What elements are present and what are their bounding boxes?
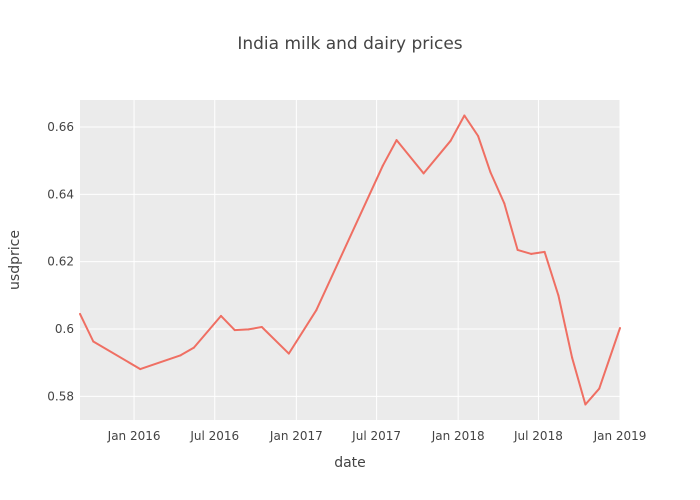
data-point <box>489 171 492 174</box>
data-point <box>381 164 384 167</box>
data-point <box>543 250 546 253</box>
x-axis-ticks: Jan 2016 Jul 2016 Jan 2017 Jul 2017 Jan 2018… <box>107 429 647 443</box>
data-point <box>315 309 318 312</box>
data-point <box>247 328 250 331</box>
data-point <box>449 139 452 142</box>
data-point <box>584 403 587 406</box>
data-point <box>557 294 560 297</box>
x-tick-label: Jan 2017 <box>269 429 323 443</box>
y-tick-label: 0.66 <box>47 120 74 134</box>
data-point <box>463 114 466 117</box>
data-point <box>530 252 533 255</box>
data-point <box>516 248 519 251</box>
data-point <box>92 340 95 343</box>
y-tick-label: 0.62 <box>47 255 74 269</box>
x-tick-label: Jan 2018 <box>431 429 485 443</box>
data-point <box>287 352 290 355</box>
x-tick-label: Jul 2016 <box>189 429 239 443</box>
data-point <box>477 135 480 138</box>
data-point <box>598 387 601 390</box>
grid-lines <box>80 100 621 420</box>
data-point <box>233 329 236 332</box>
chart-title: India milk and dairy prices <box>237 34 463 54</box>
data-point <box>503 202 506 205</box>
data-point <box>192 346 195 349</box>
data-point <box>139 368 142 371</box>
y-tick-label: 0.58 <box>47 389 74 403</box>
data-point <box>571 356 574 359</box>
y-axis-ticks: 0.58 0.6 0.62 0.64 0.66 <box>47 120 74 403</box>
x-tick-label: Jan 2016 <box>107 429 161 443</box>
data-point <box>219 314 222 317</box>
plot-background <box>80 100 620 420</box>
data-point <box>179 354 182 357</box>
y-tick-label: 0.6 <box>55 322 74 336</box>
data-point <box>79 312 81 315</box>
data-point <box>619 327 621 330</box>
data-point <box>422 172 425 175</box>
x-axis-title: date <box>334 455 366 471</box>
x-tick-label: Jul 2017 <box>351 429 401 443</box>
y-tick-label: 0.64 <box>47 187 74 201</box>
y-axis-title: usdprice <box>7 230 23 290</box>
x-tick-label: Jul 2018 <box>513 429 563 443</box>
data-point <box>395 139 398 142</box>
series-layer <box>79 114 621 406</box>
x-tick-label: Jan 2019 <box>593 429 647 443</box>
data-point <box>260 326 263 329</box>
